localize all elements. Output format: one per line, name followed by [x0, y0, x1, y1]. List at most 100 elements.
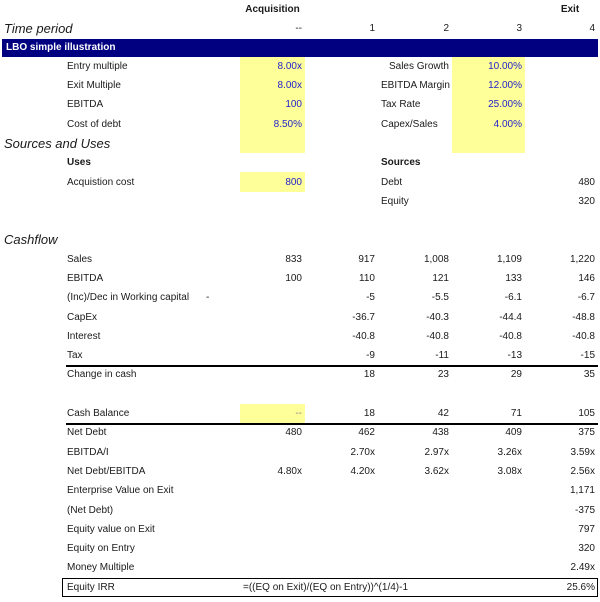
period-cell[interactable]: 1 [369, 23, 375, 35]
value-cell[interactable]: 4.20x [350, 465, 375, 477]
row-label: Net Debt/EBITDA [67, 465, 146, 477]
value-cell[interactable]: 3.08x [497, 465, 522, 477]
value-cell[interactable]: 105 [578, 408, 595, 420]
value-cell[interactable]: 100 [285, 273, 302, 284]
value-cell[interactable]: -40.8 [426, 330, 449, 342]
value-cell[interactable]: 3.26x [497, 446, 522, 458]
debt-value[interactable]: 480 [578, 176, 595, 188]
row-label: EBITDA/I [67, 446, 109, 458]
value-cell[interactable]: 23 [437, 369, 449, 381]
cashflow-row: Tax -9 -11 -13 -15 [0, 346, 598, 365]
row-label: Equity value on Exit [67, 523, 155, 535]
value-cell[interactable]: -15 [580, 350, 595, 362]
acquisition-cost-input[interactable]: 800 [240, 172, 305, 192]
value-cell[interactable]: -6.1 [504, 292, 522, 304]
value-cell[interactable]: 2.97x [424, 446, 449, 458]
row-label: Money Multiple [67, 562, 135, 574]
value-cell[interactable]: 18 [363, 369, 375, 381]
value-cell[interactable]: 2.56x [570, 465, 595, 477]
time-period-row: Time period -- 1 2 3 4 [0, 19, 598, 38]
value-cell[interactable]: 35 [583, 369, 595, 381]
value-cell[interactable]: -40.8 [572, 330, 595, 342]
value-cell[interactable]: -5.5 [431, 292, 449, 304]
value-cell[interactable]: 121 [432, 273, 449, 284]
value-cell[interactable]: 18 [363, 408, 375, 420]
value-cell[interactable]: -36.7 [352, 311, 375, 323]
value-cell[interactable]: -40.8 [499, 330, 522, 342]
value-cell[interactable]: 2.70x [350, 446, 375, 458]
input-cell[interactable] [452, 133, 525, 154]
value-cell[interactable]: 4.80x [277, 465, 302, 477]
acquisition-header: Acquisition [245, 4, 300, 16]
value-cell[interactable]: 1,220 [569, 253, 595, 265]
cashflow-row: (Net Debt) -375 [0, 500, 598, 519]
value-cell[interactable]: 833 [285, 253, 302, 265]
input-cell[interactable]: 25.00% [452, 95, 525, 115]
cashflow-row: Money Multiple 2.49x [0, 558, 598, 577]
value-cell[interactable]: 797 [578, 523, 595, 535]
period-cell[interactable]: -- [295, 23, 302, 35]
value-cell[interactable]: 320 [578, 543, 595, 555]
row-label: (Inc)/Dec in Working capital - [64, 292, 240, 303]
period-cell[interactable]: 4 [589, 23, 595, 35]
input-cell[interactable] [240, 133, 305, 154]
value-cell[interactable]: -- [240, 403, 305, 424]
value-cell[interactable]: 438 [432, 427, 449, 439]
value-cell[interactable]: 146 [578, 273, 595, 284]
row-label: Cash Balance [67, 408, 130, 420]
value-cell[interactable]: 42 [437, 408, 449, 420]
value-cell[interactable]: 375 [578, 427, 595, 439]
equity-label: Equity [381, 195, 409, 207]
value-cell[interactable]: -11 [435, 350, 449, 362]
input-cell[interactable]: 12.00% [452, 75, 525, 96]
input-cell[interactable]: 8.50% [240, 114, 305, 134]
row-label: Interest [67, 330, 101, 342]
value-cell[interactable]: -48.8 [572, 311, 595, 323]
input-cell[interactable]: 8.00x [240, 56, 305, 76]
assumption-label: Sales Growth [388, 60, 449, 72]
value-cell[interactable]: 1,171 [569, 485, 595, 497]
input-cell[interactable]: 100 [240, 95, 305, 115]
input-cell[interactable]: 10.00% [452, 56, 525, 76]
value-cell[interactable]: -13 [507, 350, 522, 362]
sources-header: Sources [381, 157, 421, 169]
irr-formula: =((EQ on Exit)/(EQ on Entry))^(1/4)-1 [243, 581, 409, 593]
value-cell[interactable]: -44.4 [499, 311, 522, 323]
cashflow-title: Cashflow [4, 232, 58, 248]
input-cell[interactable]: 8.00x [240, 75, 305, 96]
value-cell[interactable]: 110 [359, 273, 375, 284]
cashflow-row: Equity value on Exit 797 [0, 520, 598, 539]
value-cell[interactable]: 3.59x [570, 446, 595, 458]
value-cell[interactable]: 480 [285, 427, 302, 439]
value-cell[interactable]: 2.49x [570, 562, 595, 574]
value-cell[interactable]: 1,008 [423, 253, 449, 265]
period-cell[interactable]: 3 [516, 23, 522, 35]
value-cell[interactable]: 917 [358, 253, 375, 265]
value-cell[interactable]: 71 [510, 408, 522, 420]
value-cell[interactable]: 462 [358, 427, 375, 439]
value-cell[interactable]: 29 [510, 369, 522, 381]
cashflow-row: EBITDA 100 110 121 133 146 [0, 269, 598, 288]
input-cell[interactable]: 4.00% [452, 114, 525, 134]
value-cell[interactable]: 1,109 [496, 253, 522, 265]
equity-value[interactable]: 320 [578, 195, 595, 207]
value-cell[interactable]: -375 [574, 504, 595, 516]
value-cell[interactable]: 3.62x [424, 465, 449, 477]
irr-value[interactable]: 25.6% [566, 581, 595, 593]
period-cell[interactable]: 2 [443, 23, 449, 35]
acquisition-cost-label: Acquistion cost [67, 176, 135, 188]
value-cell[interactable]: -5 [366, 292, 375, 304]
value-cell[interactable]: 409 [505, 427, 522, 439]
value-cell[interactable]: -9 [366, 350, 375, 362]
value-cell[interactable]: -40.3 [426, 311, 449, 323]
cashflow-row: Cash Balance -- 18 42 71 105 [0, 403, 598, 424]
dash-marker: - [206, 292, 210, 304]
sources-uses-title: Sources and Uses [4, 135, 111, 151]
row-label: CapEx [67, 311, 98, 323]
value-cell[interactable]: -40.8 [352, 330, 375, 342]
row-label: Change in cash [67, 369, 137, 381]
value-cell[interactable]: -6.7 [577, 292, 595, 304]
assumption-label: EBITDA [67, 99, 104, 111]
assumption-label: EBITDA Margin [381, 80, 450, 92]
value-cell[interactable]: 133 [505, 273, 522, 284]
